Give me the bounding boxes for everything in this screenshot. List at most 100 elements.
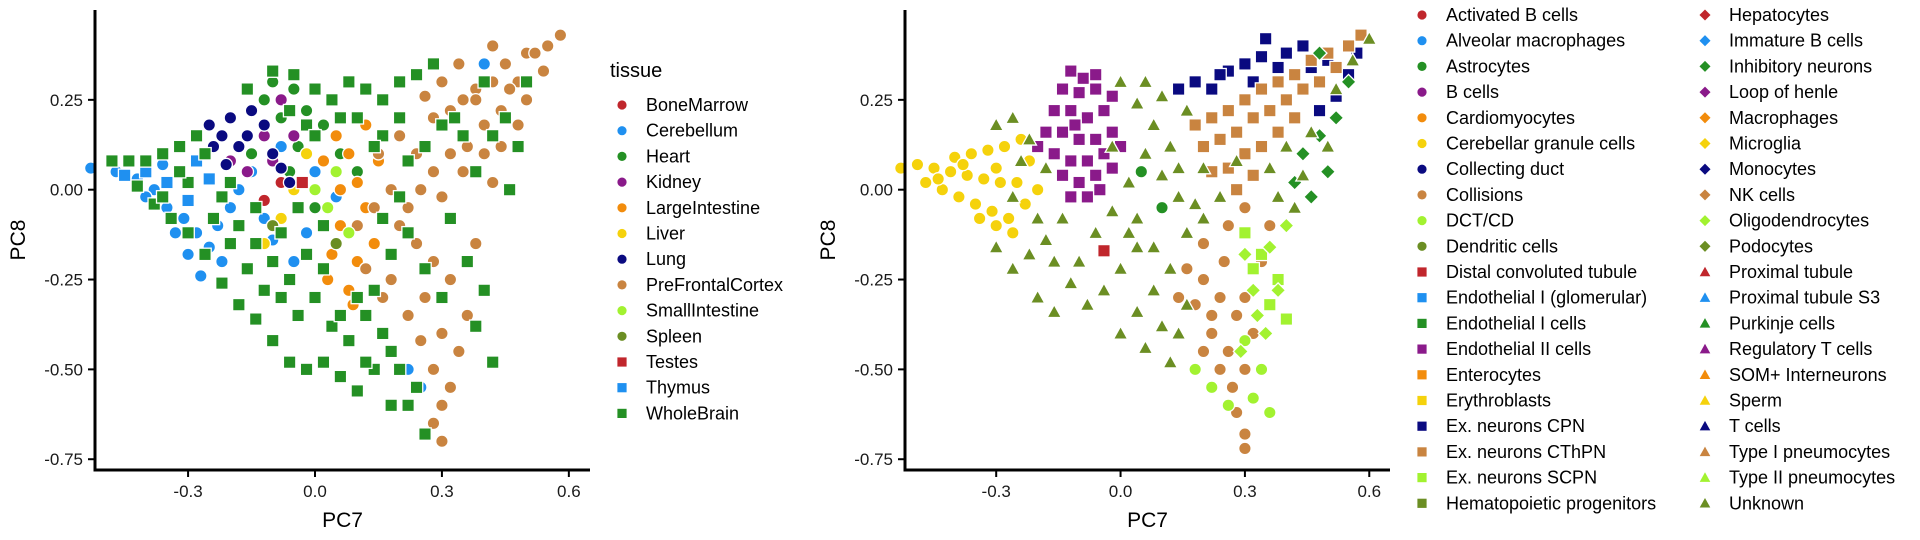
point-prefrontalcortex [494, 139, 509, 154]
point-unknown [1062, 274, 1080, 290]
point-oligodendrocytes [1261, 238, 1279, 256]
point-cerebellum [223, 200, 238, 215]
point-lung [257, 118, 272, 132]
legend-label: BoneMarrow [646, 95, 749, 115]
point-prefrontalcortex [498, 57, 513, 71]
point-unknown [987, 238, 1005, 254]
point-wholebrain [316, 261, 331, 276]
legend-label: Cardiomyocytes [1446, 108, 1575, 128]
point-unknown [1112, 324, 1129, 340]
point-largeintestine [350, 175, 365, 190]
point-prefrontalcortex [426, 416, 441, 431]
point-wholebrain [375, 211, 390, 226]
point-endothelial-ii-cells [1105, 161, 1120, 175]
point-endothelial-ii-cells [1105, 125, 1120, 140]
legend-item-activated-b-cells: Activated B cells [1417, 5, 1578, 25]
point-unknown [1128, 94, 1146, 110]
legend: Activated B cells Alveolar macrophages Ast… [1417, 5, 1895, 513]
point-smallintestine [308, 182, 322, 197]
point-prefrontalcortex [477, 118, 492, 132]
legend-label: Activated B cells [1446, 5, 1578, 25]
point-wholebrain [367, 139, 382, 154]
point-unknown [1153, 317, 1171, 333]
legend-item-nk-cells: NK cells [1699, 185, 1795, 205]
point-unknown [1327, 80, 1345, 96]
y-axis-title: PC8 [7, 220, 30, 261]
legend-key-thymus [617, 383, 627, 393]
point-prefrontalcortex [426, 164, 441, 179]
point-endothelial-ii-cells [1088, 67, 1103, 82]
point-ex-neurons-cthpn [1246, 110, 1261, 125]
point-lung [240, 128, 255, 143]
legend-item-lung: Lung [617, 249, 686, 269]
data-points [894, 28, 1378, 456]
x-axis-title: PC7 [322, 509, 363, 532]
point-cerebellar-granule-cells [956, 157, 970, 172]
point-wholebrain [409, 67, 424, 82]
point-wholebrain [181, 225, 195, 240]
point-inhibitory-neurons [1327, 109, 1345, 127]
legend-key-purkinje-cells [1699, 318, 1711, 328]
point-unknown [1004, 109, 1022, 125]
point-wholebrain [392, 75, 407, 89]
point-unknown [1269, 188, 1287, 204]
legend-key-endothelial-i-glomerular [1417, 293, 1427, 303]
point-ex-neurons-scpn [1254, 247, 1269, 262]
point-unknown [1294, 166, 1312, 182]
point-oligodendrocytes [1244, 281, 1262, 299]
legend-item-ex-neurons-cpn: Ex. neurons CPN [1417, 416, 1585, 436]
point-wholebrain [291, 308, 305, 323]
legend-label: SmallIntestine [646, 301, 759, 321]
legend-item-hematopoietic-progenitors: Hematopoietic progenitors [1417, 493, 1656, 513]
point-unknown [1112, 260, 1129, 276]
point-ex-neurons-cthpn [1238, 92, 1252, 107]
point-collisions [1238, 362, 1252, 377]
legend-label: Enterocytes [1446, 365, 1541, 385]
point-prefrontalcortex [477, 146, 492, 161]
point-smallintestine [329, 164, 344, 179]
point-cerebellar-granule-cells [1018, 197, 1033, 211]
legend-label: Thymus [646, 378, 710, 398]
point-unknown [1079, 296, 1096, 312]
y-tick-label: -0.25 [44, 271, 83, 290]
point-wholebrain [426, 57, 441, 71]
point-ex-neurons-cpn [1213, 67, 1227, 82]
point-kidney [240, 164, 255, 179]
point-unknown [1137, 73, 1154, 89]
legend-key-proximal-tubule-s3 [1699, 292, 1711, 302]
point-lung [265, 146, 280, 161]
point-endothelial-ii-cells [1080, 190, 1095, 204]
legend-key-hematopoietic-progenitors [1417, 498, 1427, 508]
legend-label: Erythroblasts [1446, 391, 1551, 411]
legend-key-dct-cd [1417, 216, 1427, 226]
point-ex-neurons-cthpn [1254, 82, 1269, 96]
point-prefrontalcortex [540, 39, 555, 53]
point-wholebrain [447, 110, 462, 125]
legend-key-som-interneurons [1699, 369, 1711, 380]
point-wholebrain [257, 283, 272, 298]
point-cerebellum [299, 225, 314, 240]
point-prefrontalcortex [451, 344, 466, 359]
point-wholebrain [333, 369, 348, 384]
point-ex-neurons-cpn [1296, 39, 1310, 53]
legend-item-cerebellum: Cerebellum [617, 121, 738, 141]
point-wholebrain [333, 308, 348, 323]
point-prefrontalcortex [409, 236, 424, 251]
point-wholebrain [215, 190, 229, 204]
point-unknown [1145, 116, 1162, 132]
point-collisions [1262, 218, 1277, 233]
point-collisions [1180, 261, 1194, 276]
point-wholebrain [375, 92, 390, 107]
point-cerebellum [181, 247, 195, 262]
point-wholebrain [286, 67, 301, 82]
point-wholebrain [341, 333, 356, 348]
point-unknown [1045, 253, 1063, 268]
point-prefrontalcortex [443, 272, 458, 287]
point-wholebrain [418, 427, 432, 441]
legend-key-sperm [1699, 395, 1711, 405]
point-collisions [1225, 380, 1240, 395]
point-dct-cd [1262, 405, 1277, 420]
point-collisions [1229, 308, 1244, 323]
point-unknown [987, 116, 1005, 132]
